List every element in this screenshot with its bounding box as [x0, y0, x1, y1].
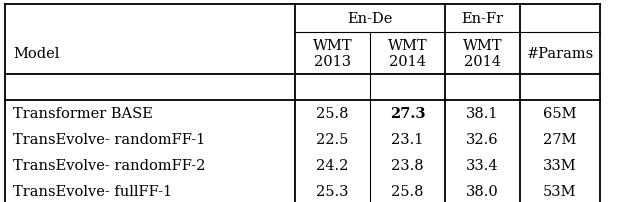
Text: En-De: En-De [348, 12, 393, 26]
Text: 25.8: 25.8 [391, 184, 424, 198]
Text: 32.6: 32.6 [466, 132, 499, 146]
Text: 53M: 53M [543, 184, 577, 198]
Text: 27M: 27M [543, 132, 577, 146]
Text: 38.1: 38.1 [467, 106, 499, 120]
Text: 33.4: 33.4 [466, 158, 499, 172]
Text: Model: Model [13, 47, 60, 61]
Text: 27.3: 27.3 [390, 106, 425, 120]
Text: #Params: #Params [526, 47, 594, 61]
Text: TransEvolve- fullFF-1: TransEvolve- fullFF-1 [13, 184, 172, 198]
Text: 25.3: 25.3 [316, 184, 349, 198]
Text: TransEvolve- randomFF-2: TransEvolve- randomFF-2 [13, 158, 205, 172]
Text: TransEvolve- randomFF-1: TransEvolve- randomFF-1 [13, 132, 205, 146]
Text: 22.5: 22.5 [316, 132, 349, 146]
Text: 24.2: 24.2 [316, 158, 349, 172]
Text: 33M: 33M [543, 158, 577, 172]
Text: WMT
2014: WMT 2014 [388, 39, 428, 69]
Text: 23.8: 23.8 [391, 158, 424, 172]
Text: En-Fr: En-Fr [461, 12, 504, 26]
Text: WMT
2013: WMT 2013 [313, 39, 352, 69]
Text: Transformer BASE: Transformer BASE [13, 106, 153, 120]
Text: 38.0: 38.0 [466, 184, 499, 198]
Text: 65M: 65M [543, 106, 577, 120]
Text: 23.1: 23.1 [391, 132, 424, 146]
Text: 25.8: 25.8 [316, 106, 349, 120]
Text: WMT
2014: WMT 2014 [463, 39, 502, 69]
